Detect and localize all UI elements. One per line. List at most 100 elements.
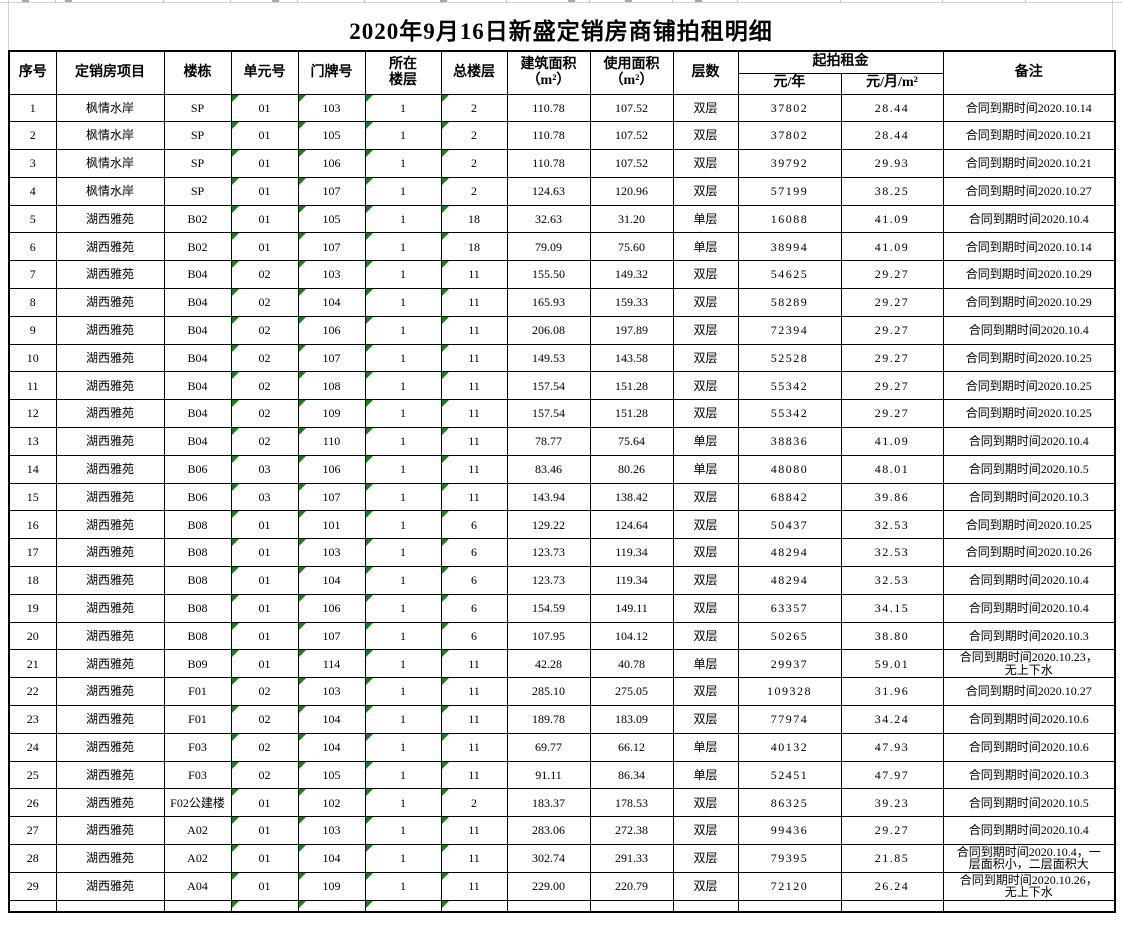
cell-rent_year[interactable]: 79395 [737, 844, 842, 873]
cell-no[interactable]: 27 [8, 816, 57, 846]
cell-building[interactable]: F02公建楼 [163, 788, 232, 818]
cell-door[interactable]: 103 [297, 93, 366, 123]
cell-no[interactable]: 28 [8, 844, 57, 873]
cell-door[interactable]: 107 [297, 232, 366, 262]
cell-door[interactable]: 102 [297, 788, 366, 818]
cell-building[interactable]: A04 [163, 871, 232, 901]
cell-build_area[interactable]: 83.46 [506, 454, 591, 484]
cell-project[interactable]: 湖西雅苑 [55, 732, 165, 762]
cell-total_floors[interactable]: 11 [440, 260, 508, 290]
cell-remark[interactable]: 合同到期时间2020.10.23，无上下水 [942, 649, 1116, 679]
cell-rent_month_m2[interactable]: 47.93 [840, 732, 944, 762]
cell-building[interactable]: F01 [163, 705, 232, 734]
cell-build_area[interactable]: 78.77 [506, 427, 591, 456]
cell-build_area[interactable]: 69.77 [506, 732, 591, 762]
cell-layers[interactable]: 单层 [672, 204, 739, 234]
cell-rent_year[interactable]: 55342 [737, 399, 842, 429]
cell-use_area[interactable]: 80.26 [589, 454, 674, 484]
cell-no[interactable]: 9 [8, 315, 57, 345]
cell-unit[interactable]: 02 [230, 677, 299, 707]
cell-no[interactable]: 14 [8, 454, 57, 484]
cell-rent_month_m2[interactable]: 29.27 [840, 288, 944, 317]
cell-no[interactable]: 20 [8, 621, 57, 651]
cell-use_area[interactable]: 291.33 [589, 844, 674, 873]
cell-remark[interactable]: 合同到期时间2020.10.25 [942, 399, 1116, 429]
cell-floor[interactable]: 1 [364, 427, 442, 456]
cell-remark[interactable]: 合同到期时间2020.10.4 [942, 427, 1116, 456]
cell-building[interactable]: B04 [163, 371, 232, 401]
cell-rent_year[interactable]: 48294 [737, 538, 842, 568]
cell-floor[interactable]: 1 [364, 538, 442, 568]
cell-build_area[interactable]: 123.73 [506, 566, 591, 595]
cell-unit[interactable]: 01 [230, 149, 299, 178]
cell-build_area[interactable]: 110.78 [506, 121, 591, 151]
cell-building[interactable]: SP [163, 149, 232, 178]
cell-rent_year[interactable]: 48080 [737, 454, 842, 484]
cell-rent_month_m2[interactable]: 29.27 [840, 371, 944, 401]
cell-project[interactable]: 枫情水岸 [55, 121, 165, 151]
cell-use_area[interactable]: 107.52 [589, 93, 674, 123]
cell-no[interactable]: 7 [8, 260, 57, 290]
cell-use_area[interactable]: 159.33 [589, 288, 674, 317]
cell-project[interactable]: 枫情水岸 [55, 149, 165, 178]
cell-project[interactable]: 湖西雅苑 [55, 427, 165, 456]
cell-layers[interactable]: 双层 [672, 121, 739, 151]
cell-total_floors[interactable]: 6 [440, 621, 508, 651]
cell-total_floors[interactable] [440, 899, 508, 913]
cell-building[interactable] [163, 899, 232, 913]
cell-rent_month_m2[interactable]: 29.93 [840, 149, 944, 178]
cell-total_floors[interactable]: 11 [440, 427, 508, 456]
cell-rent_month_m2[interactable]: 29.27 [840, 343, 944, 373]
cell-project[interactable]: 湖西雅苑 [55, 844, 165, 873]
cell-rent_month_m2[interactable]: 41.09 [840, 204, 944, 234]
cell-layers[interactable]: 双层 [672, 871, 739, 901]
cell-unit[interactable]: 01 [230, 204, 299, 234]
cell-remark[interactable]: 合同到期时间2020.10.4 [942, 315, 1116, 345]
cell-remark[interactable]: 合同到期时间2020.10.25 [942, 371, 1116, 401]
cell-no[interactable]: 29 [8, 871, 57, 901]
cell-building[interactable]: B08 [163, 621, 232, 651]
cell-use_area[interactable]: 178.53 [589, 788, 674, 818]
cell-build_area[interactable]: 91.11 [506, 760, 591, 790]
cell-build_area[interactable]: 110.78 [506, 149, 591, 178]
cell-rent_year[interactable]: 50265 [737, 621, 842, 651]
cell-build_area[interactable] [506, 899, 591, 913]
cell-unit[interactable]: 01 [230, 649, 299, 679]
cell-building[interactable]: B04 [163, 260, 232, 290]
cell-total_floors[interactable]: 11 [440, 871, 508, 901]
header-layers[interactable]: 层数 [672, 50, 739, 95]
cell-total_floors[interactable]: 11 [440, 454, 508, 484]
cell-project[interactable]: 湖西雅苑 [55, 343, 165, 373]
cell-door[interactable]: 107 [297, 343, 366, 373]
cell-remark[interactable]: 合同到期时间2020.10.3 [942, 482, 1116, 512]
cell-total_floors[interactable]: 11 [440, 844, 508, 873]
cell-layers[interactable]: 双层 [672, 705, 739, 734]
cell-use_area[interactable]: 119.34 [589, 538, 674, 568]
cell-rent_year[interactable]: 16088 [737, 204, 842, 234]
cell-unit[interactable]: 02 [230, 705, 299, 734]
cell-layers[interactable]: 双层 [672, 538, 739, 568]
cell-rent_year[interactable]: 72394 [737, 315, 842, 345]
cell-building[interactable]: F01 [163, 677, 232, 707]
cell-use_area[interactable]: 149.32 [589, 260, 674, 290]
cell-unit[interactable]: 01 [230, 621, 299, 651]
cell-floor[interactable]: 1 [364, 288, 442, 317]
cell-no[interactable]: 19 [8, 593, 57, 623]
cell-project[interactable]: 湖西雅苑 [55, 593, 165, 623]
cell-floor[interactable]: 1 [364, 176, 442, 206]
cell-remark[interactable]: 合同到期时间2020.10.5 [942, 788, 1116, 818]
cell-door[interactable]: 109 [297, 399, 366, 429]
cell-no[interactable]: 4 [8, 176, 57, 206]
cell-unit[interactable]: 02 [230, 315, 299, 345]
cell-layers[interactable]: 双层 [672, 371, 739, 401]
cell-unit[interactable]: 02 [230, 399, 299, 429]
cell-total_floors[interactable]: 6 [440, 510, 508, 540]
header-total-floors[interactable]: 总楼层 [440, 50, 508, 95]
cell-floor[interactable]: 1 [364, 844, 442, 873]
cell-floor[interactable]: 1 [364, 593, 442, 623]
cell-floor[interactable]: 1 [364, 649, 442, 679]
cell-total_floors[interactable]: 11 [440, 649, 508, 679]
cell-build_area[interactable]: 157.54 [506, 371, 591, 401]
cell-layers[interactable]: 双层 [672, 677, 739, 707]
cell-door[interactable]: 104 [297, 732, 366, 762]
